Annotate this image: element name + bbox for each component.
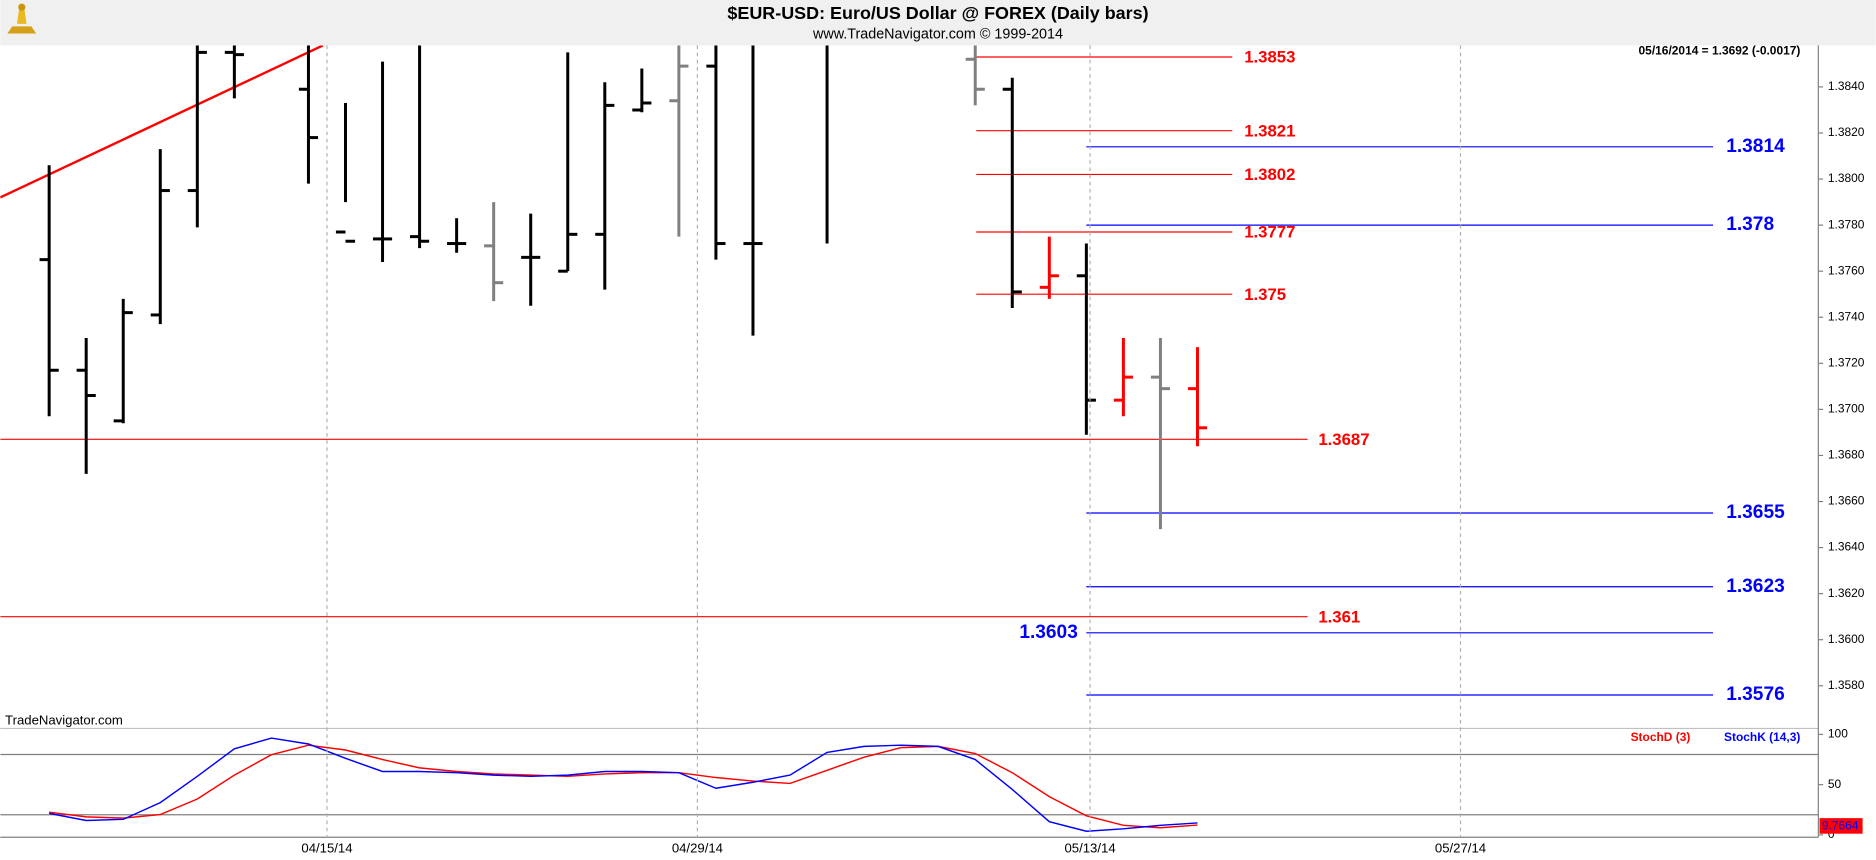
last-value-box — [1819, 818, 1863, 834]
y-tick-label: 1.3720 — [1828, 355, 1865, 369]
y-tick-label: 1.3600 — [1828, 632, 1865, 646]
level-label: 1.3687 — [1318, 430, 1369, 449]
chart-subtitle: www.TradeNavigator.com © 1999-2014 — [812, 26, 1063, 42]
last-quote: 05/16/2014 = 1.3692 (-0.0017) — [1639, 44, 1801, 58]
level-label: 1.3777 — [1244, 223, 1295, 242]
level-label: 1.361 — [1318, 607, 1360, 626]
y-tick-label: 50 — [1828, 777, 1842, 791]
x-tick-label: 04/15/14 — [301, 841, 352, 856]
stoch-line — [49, 737, 1198, 832]
level-label: 1.3853 — [1244, 48, 1295, 67]
last-value-label: 9.7664 — [1822, 819, 1859, 833]
level-label: 1.3623 — [1726, 576, 1785, 597]
level-label: 1.3821 — [1244, 121, 1295, 140]
x-tick-label: 05/27/14 — [1435, 841, 1486, 856]
y-tick-label: 1.3660 — [1828, 494, 1865, 508]
x-tick-label: 04/29/14 — [672, 841, 723, 856]
y-tick-label: 100 — [1828, 727, 1848, 741]
chart-title: $EUR-USD: Euro/US Dollar @ FOREX (Daily … — [727, 3, 1148, 23]
y-tick-label: 1.3580 — [1828, 678, 1865, 692]
y-tick-label: 0 — [1828, 827, 1835, 841]
legend-entry: StochK (14,3) — [1724, 730, 1800, 744]
level-label: 1.3802 — [1244, 165, 1295, 184]
y-tick-label: 1.3840 — [1828, 79, 1865, 93]
level-label: 1.3814 — [1726, 136, 1785, 157]
level-label: 1.3655 — [1726, 502, 1785, 523]
y-tick-label: 1.3820 — [1828, 125, 1865, 139]
y-tick-label: 1.3680 — [1828, 448, 1865, 462]
level-label: 1.375 — [1244, 285, 1286, 304]
level-label: 1.3603 — [1019, 622, 1077, 643]
y-tick-label: 1.3740 — [1828, 309, 1865, 323]
logo — [7, 3, 37, 34]
level-label: 1.378 — [1726, 214, 1774, 235]
y-tick-label: 1.3780 — [1828, 217, 1865, 231]
y-tick-label: 1.3700 — [1828, 402, 1865, 416]
level-label: 1.3576 — [1726, 684, 1785, 705]
legend-entry: StochD (3) — [1631, 730, 1691, 744]
trendline — [0, 45, 324, 199]
y-tick-label: 1.3760 — [1828, 263, 1865, 277]
y-tick-label: 1.3800 — [1828, 171, 1865, 185]
stoch-plot — [0, 737, 1819, 832]
header-band — [0, 0, 1876, 46]
y-tick-label: 1.3620 — [1828, 586, 1865, 600]
labels: 04/15/14 04/29/14 05/13/14 05/27/14 1.3580 1.… — [301, 45, 1865, 856]
x-tick-label: 05/13/14 — [1064, 841, 1115, 856]
watermark: TradeNavigator.com — [5, 713, 123, 728]
price-plot — [0, 45, 1714, 696]
y-tick-label: 1.3640 — [1828, 540, 1865, 554]
stoch-line — [49, 744, 1198, 829]
